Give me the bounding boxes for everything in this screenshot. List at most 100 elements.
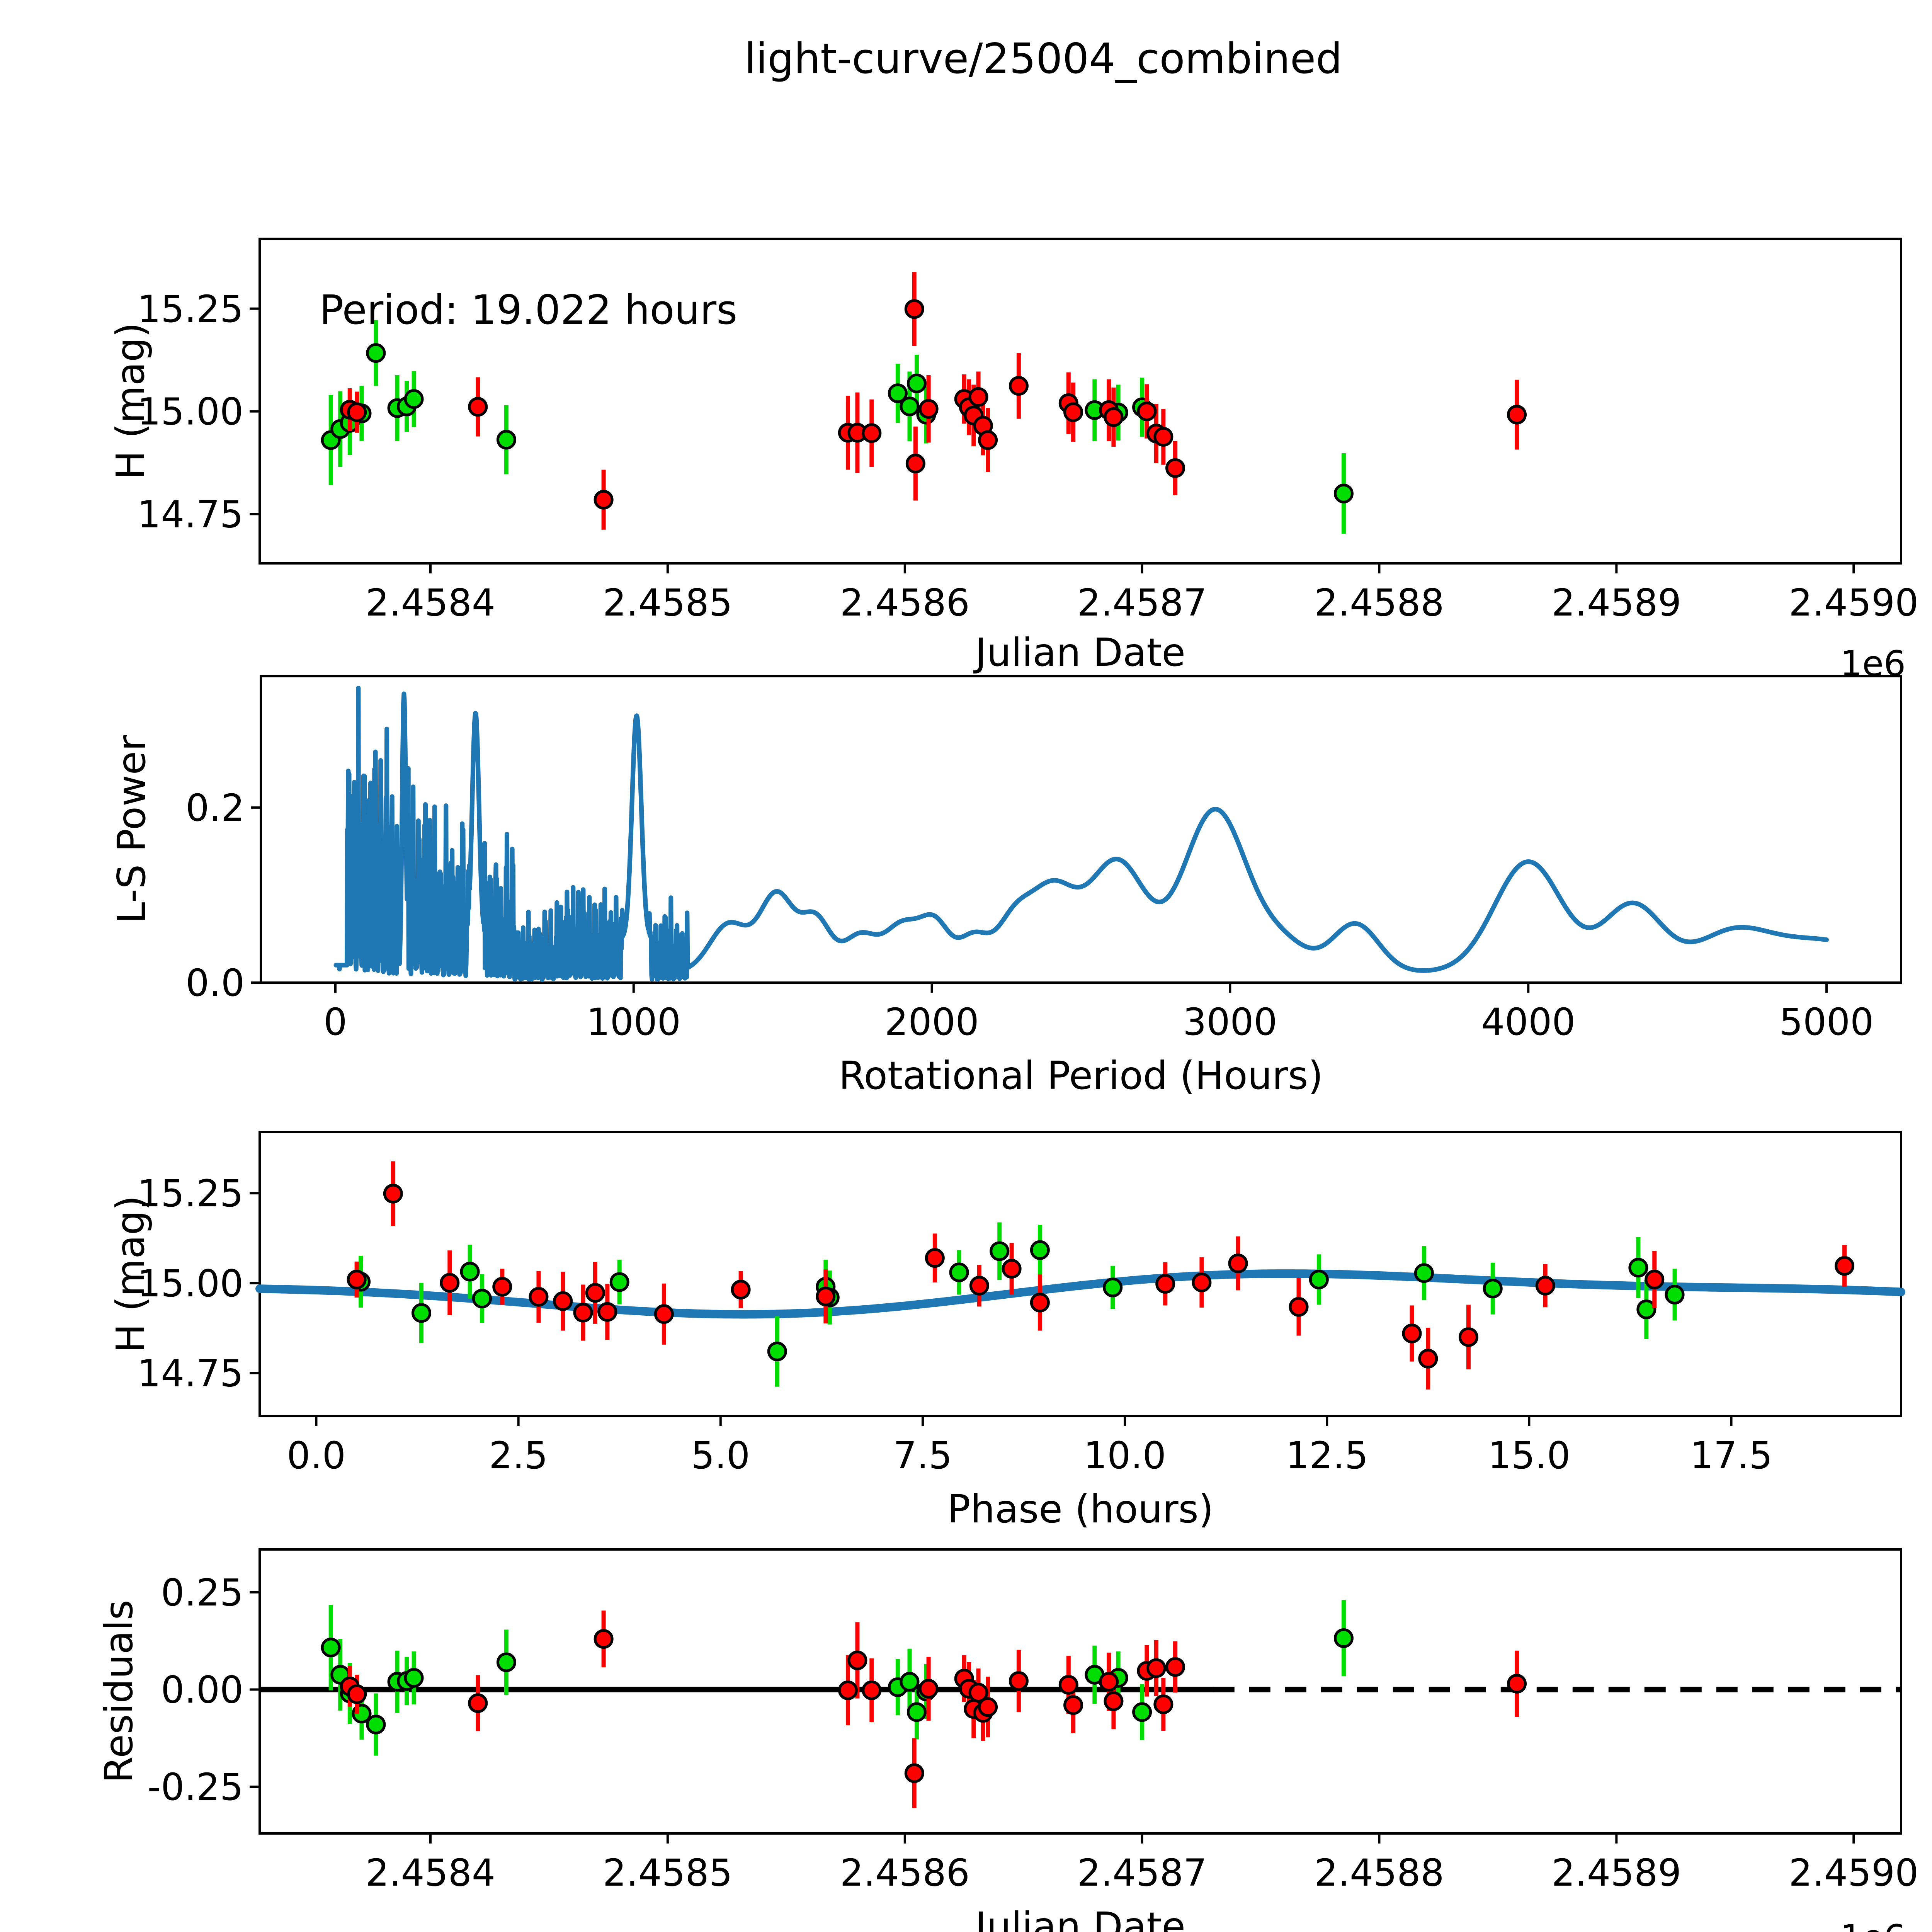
data-point [978, 1697, 998, 1717]
data-point [1835, 1256, 1855, 1276]
x-tick-label: 2.4587 [1077, 1851, 1207, 1895]
data-point [862, 423, 882, 443]
panel-periodogram: 0 1000 2000 3000 4000 5000 0.0 0.2 Rotational Pe… [109, 675, 1902, 1098]
data-point [1165, 458, 1185, 478]
data-point [1228, 1253, 1248, 1274]
data-point [496, 1652, 516, 1672]
panel-lightcurve: 2.4584 2.4585 2.4586 2.4587 2.4588 2.4589 2.45… [108, 238, 1918, 684]
data-point [918, 1679, 939, 1699]
data-point [1507, 1673, 1527, 1694]
x-tick-label: 2.4589 [1551, 1851, 1681, 1895]
y-tick-label: 14.75 [137, 1352, 243, 1395]
x-tick-label: 10.0 [1083, 1434, 1166, 1477]
series-red-filter [340, 1611, 1527, 1808]
data-point [585, 1283, 605, 1303]
x-tick-label: 2.4588 [1315, 1851, 1444, 1895]
data-point [573, 1303, 593, 1323]
data-point [906, 1702, 927, 1722]
period-annotation: Period: 19.022 hours [320, 286, 738, 333]
series-green-filter [321, 1600, 1354, 1756]
axes-frame [260, 675, 1902, 984]
data-point [1009, 376, 1029, 396]
data-point [1507, 405, 1527, 425]
x-tick-label: 2.4585 [603, 581, 733, 624]
y-tick-label: 15.25 [137, 287, 243, 331]
y-tick-label: 0.00 [161, 1668, 243, 1711]
data-point [1132, 1702, 1152, 1722]
data-point [1058, 1675, 1078, 1695]
data-point [918, 399, 939, 419]
figure-title: light-curve/25004_combined [744, 35, 1342, 83]
data-point [1289, 1297, 1309, 1317]
data-point [472, 1289, 492, 1309]
data-point [347, 402, 367, 422]
panel-phasefold: 0.0 2.5 5.0 7.5 10.0 12.5 15.0 17.5 15.25 15.00 14… [108, 1131, 1905, 1532]
x-tick-label: 5000 [1779, 1000, 1874, 1044]
data-point [553, 1291, 573, 1311]
data-point [383, 1184, 403, 1204]
data-point [460, 1262, 480, 1282]
data-point [1535, 1276, 1555, 1296]
data-point [767, 1342, 787, 1362]
data-point [1165, 1657, 1185, 1677]
x-tick-label: 2.4586 [840, 581, 970, 624]
data-point [968, 387, 988, 407]
x-tick-label: 0 [323, 1000, 347, 1044]
x-tick-label: 4000 [1481, 1000, 1575, 1044]
data-point [1628, 1258, 1648, 1278]
data-point [1458, 1327, 1478, 1347]
data-point [366, 1714, 386, 1735]
x-tick-label: 12.5 [1286, 1434, 1368, 1477]
data-point [1153, 427, 1173, 447]
x-axis-label: Phase (hours) [947, 1486, 1214, 1532]
data-point [404, 1668, 424, 1688]
y-tick-label: 0.2 [185, 786, 245, 830]
x-tick-label: 2.4590 [1789, 581, 1918, 624]
x-tick-label: 2.4586 [840, 1851, 970, 1895]
data-point [968, 1683, 988, 1703]
data-point [1414, 1263, 1434, 1283]
data-point [654, 1304, 674, 1324]
data-point [1402, 1323, 1422, 1344]
data-point [321, 1638, 341, 1658]
data-point [492, 1277, 512, 1297]
y-tick-label: 15.00 [137, 1262, 243, 1305]
data-point [1333, 483, 1354, 503]
data-point [847, 1650, 867, 1670]
x-offset-label: 1e6 [1840, 1917, 1906, 1932]
x-tick-label: 2.4589 [1551, 581, 1681, 624]
y-tick-label: 15.25 [137, 1172, 243, 1215]
data-point [609, 1272, 629, 1292]
x-tick-label: 2.4590 [1789, 1851, 1918, 1895]
data-point [1333, 1628, 1354, 1648]
x-tick-label: 17.5 [1690, 1434, 1773, 1477]
data-point [978, 430, 998, 450]
data-point [440, 1273, 460, 1293]
data-point [1002, 1259, 1022, 1279]
data-point [1063, 402, 1083, 422]
data-point [496, 430, 516, 450]
data-point [1009, 1671, 1029, 1691]
y-axis-label: Residuals [96, 1600, 141, 1783]
data-point [1155, 1274, 1175, 1294]
data-point [404, 389, 424, 409]
data-point [1636, 1299, 1656, 1320]
data-point [906, 373, 927, 393]
data-point [1665, 1285, 1685, 1305]
data-point [366, 343, 386, 363]
y-tick-label: 15.00 [137, 390, 243, 434]
x-axis-label: Rotational Period (Hours) [839, 1053, 1323, 1098]
data-point [862, 1680, 882, 1700]
axes-frame [259, 1131, 1902, 1417]
data-point [1137, 401, 1157, 422]
periodogram-line [333, 685, 1829, 982]
data-point [412, 1303, 432, 1323]
x-tick-label: 7.5 [893, 1434, 952, 1477]
data-point [1153, 1694, 1173, 1714]
x-tick-label: 15.0 [1488, 1434, 1571, 1477]
data-point [1483, 1279, 1503, 1299]
x-tick-label: 5.0 [691, 1434, 750, 1477]
x-tick-label: 2.4584 [366, 581, 495, 624]
x-axis-label: Julian Date [973, 630, 1185, 675]
